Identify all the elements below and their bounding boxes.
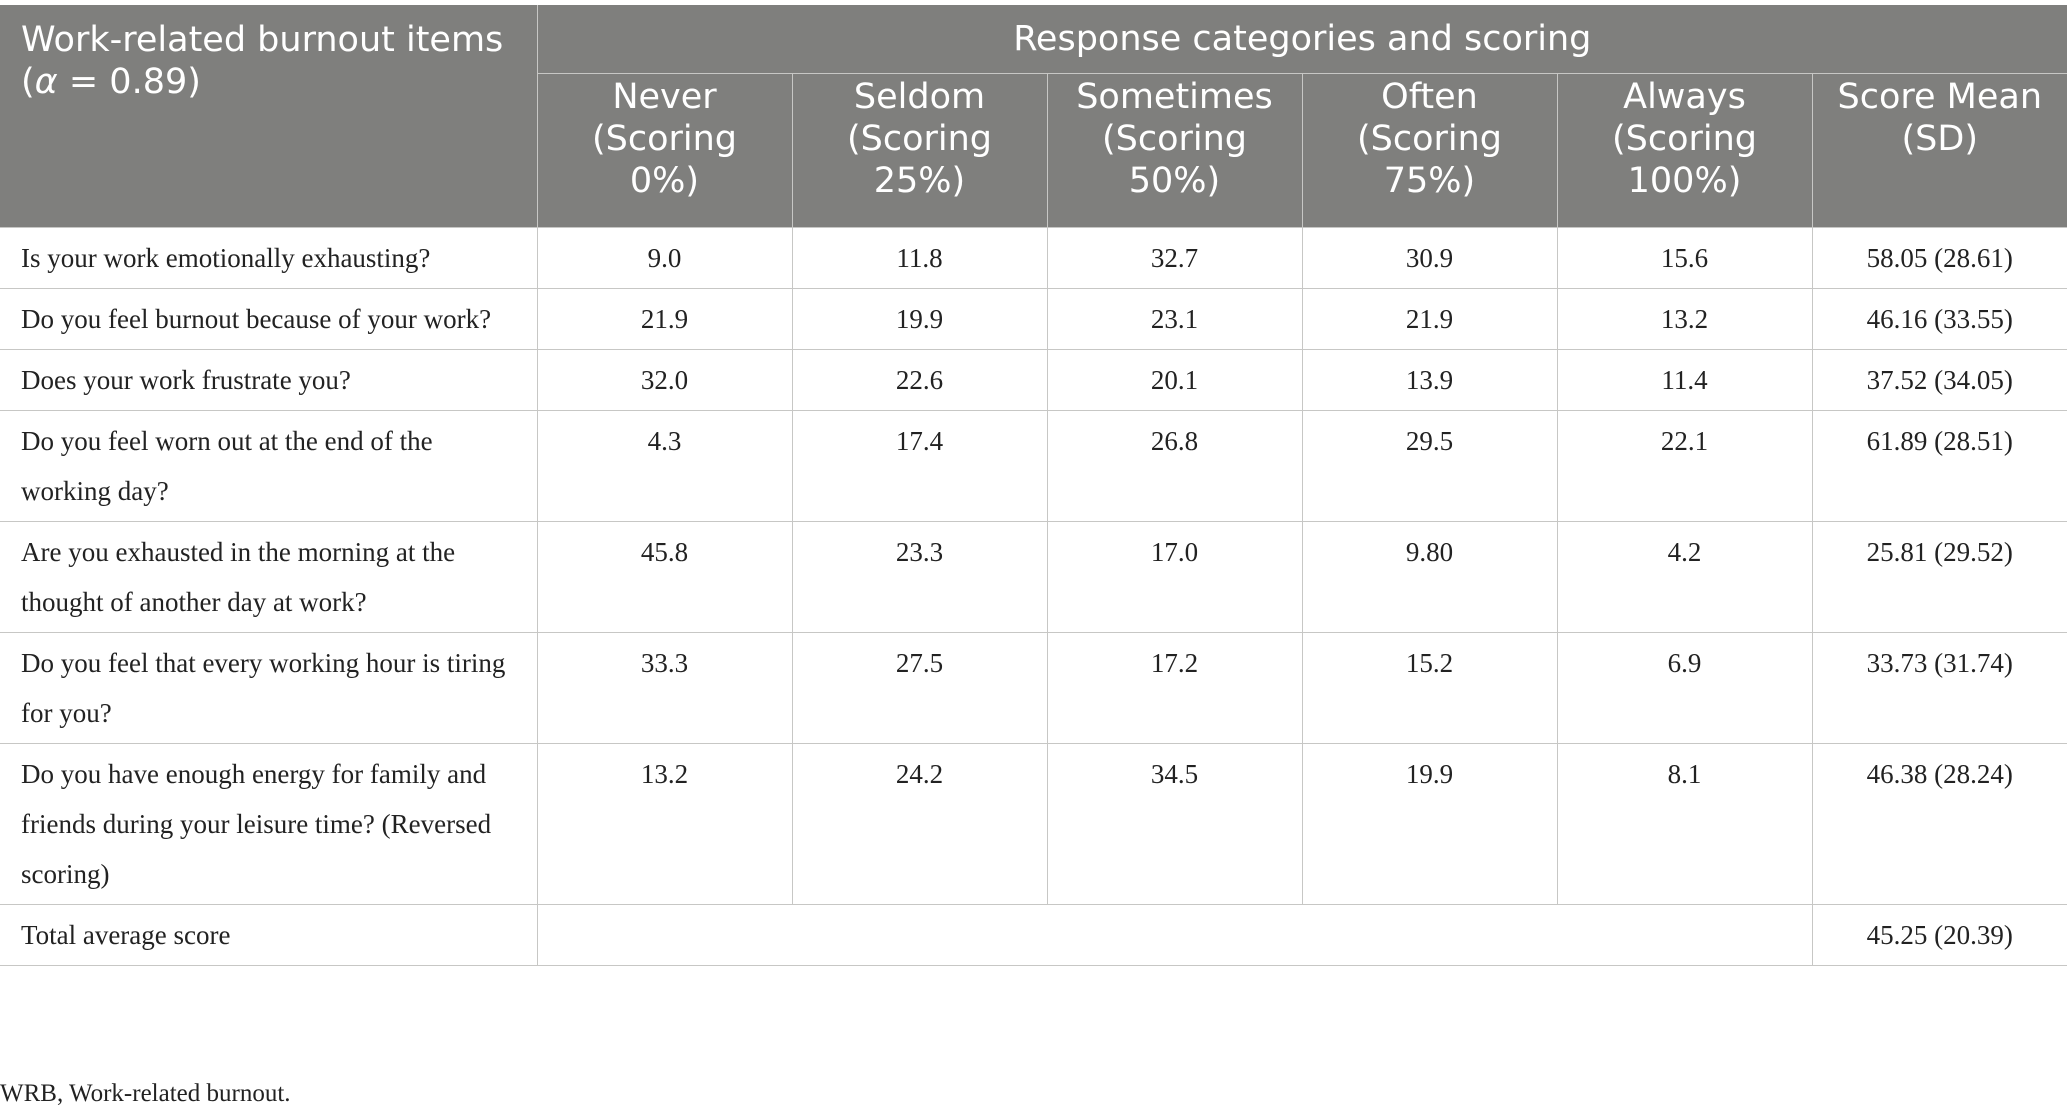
cell-never: 45.8 xyxy=(536,521,793,633)
cell-often: 29.5 xyxy=(1301,410,1558,522)
table-row: Is your work emotionally exhausting? 9.0… xyxy=(0,227,2067,289)
response-categories-header: Response categories and scoring xyxy=(536,5,2067,74)
cell-sometimes: 34.5 xyxy=(1046,743,1303,905)
items-column-header: Work-related burnout items (α = 0.89) xyxy=(0,5,538,228)
cell-always: 15.6 xyxy=(1556,227,1813,289)
cell-sometimes: 20.1 xyxy=(1046,349,1303,411)
table-row: Are you exhausted in the morning at the … xyxy=(0,521,2067,633)
table-body: Is your work emotionally exhausting? 9.0… xyxy=(0,227,2067,966)
cell-score-mean: 61.89 (28.51) xyxy=(1811,410,2067,522)
item-label: Do you feel worn out at the end of the w… xyxy=(0,410,538,522)
total-row: Total average score 45.25 (20.39) xyxy=(0,904,2067,966)
cell-score-mean: 58.05 (28.61) xyxy=(1811,227,2067,289)
cell-always: 13.2 xyxy=(1556,288,1813,350)
table-row: Do you feel that every working hour is t… xyxy=(0,632,2067,744)
table-row: Do you have enough energy for family and… xyxy=(0,743,2067,905)
cell-sometimes: 17.2 xyxy=(1046,632,1303,744)
items-header-open: ( xyxy=(21,62,35,102)
cell-sometimes: 32.7 xyxy=(1046,227,1303,289)
cell-never: 32.0 xyxy=(536,349,793,411)
cell-always: 6.9 xyxy=(1556,632,1813,744)
column-header-seldom: Seldom (Scoring 25%) xyxy=(791,73,1048,228)
cell-seldom: 17.4 xyxy=(791,410,1048,522)
cell-score-mean: 46.16 (33.55) xyxy=(1811,288,2067,350)
cell-sometimes: 23.1 xyxy=(1046,288,1303,350)
column-header-sometimes: Sometimes (Scoring 50%) xyxy=(1046,73,1303,228)
item-label: Is your work emotionally exhausting? xyxy=(0,227,538,289)
item-label: Are you exhausted in the morning at the … xyxy=(0,521,538,633)
cell-sometimes: 17.0 xyxy=(1046,521,1303,633)
cell-often: 15.2 xyxy=(1301,632,1558,744)
cell-always: 4.2 xyxy=(1556,521,1813,633)
column-header-never: Never (Scoring 0%) xyxy=(536,73,793,228)
items-header-line1: Work-related burnout items xyxy=(21,20,504,60)
cell-never: 21.9 xyxy=(536,288,793,350)
cell-always: 22.1 xyxy=(1556,410,1813,522)
cell-always: 8.1 xyxy=(1556,743,1813,905)
alpha-symbol: α xyxy=(34,62,58,102)
item-label: Do you feel burnout because of your work… xyxy=(0,288,538,350)
table-row: Do you feel burnout because of your work… xyxy=(0,288,2067,350)
cell-seldom: 19.9 xyxy=(791,288,1048,350)
total-score-mean: 45.25 (20.39) xyxy=(1811,904,2067,966)
cell-sometimes: 26.8 xyxy=(1046,410,1303,522)
cell-never: 9.0 xyxy=(536,227,793,289)
cell-seldom: 22.6 xyxy=(791,349,1048,411)
cell-never: 33.3 xyxy=(536,632,793,744)
item-label: Do you have enough energy for family and… xyxy=(0,743,538,905)
total-empty-span xyxy=(536,904,1813,966)
total-label: Total average score xyxy=(0,904,538,966)
cell-seldom: 27.5 xyxy=(791,632,1048,744)
cell-score-mean: 33.73 (31.74) xyxy=(1811,632,2067,744)
cell-often: 19.9 xyxy=(1301,743,1558,905)
cell-seldom: 24.2 xyxy=(791,743,1048,905)
column-header-often: Often (Scoring 75%) xyxy=(1301,73,1558,228)
cell-often: 30.9 xyxy=(1301,227,1558,289)
cell-seldom: 11.8 xyxy=(791,227,1048,289)
column-header-always: Always (Scoring 100%) xyxy=(1556,73,1813,228)
burnout-table: Work-related burnout items (α = 0.89) Re… xyxy=(0,5,2067,966)
table-header: Work-related burnout items (α = 0.89) Re… xyxy=(0,5,2067,228)
cell-often: 9.80 xyxy=(1301,521,1558,633)
cell-never: 4.3 xyxy=(536,410,793,522)
cell-score-mean: 46.38 (28.24) xyxy=(1811,743,2067,905)
item-label: Does your work frustrate you? xyxy=(0,349,538,411)
cell-often: 21.9 xyxy=(1301,288,1558,350)
cell-always: 11.4 xyxy=(1556,349,1813,411)
table-row: Does your work frustrate you? 32.0 22.6 … xyxy=(0,349,2067,411)
alpha-value: = 0.89) xyxy=(57,62,201,102)
item-label: Do you feel that every working hour is t… xyxy=(0,632,538,744)
cell-score-mean: 37.52 (34.05) xyxy=(1811,349,2067,411)
table-footnote: WRB, Work-related burnout. xyxy=(0,1080,291,1107)
table-row: Do you feel worn out at the end of the w… xyxy=(0,410,2067,522)
cell-seldom: 23.3 xyxy=(791,521,1048,633)
column-header-score-mean: Score Mean (SD) xyxy=(1811,73,2067,228)
cell-often: 13.9 xyxy=(1301,349,1558,411)
cell-never: 13.2 xyxy=(536,743,793,905)
cell-score-mean: 25.81 (29.52) xyxy=(1811,521,2067,633)
